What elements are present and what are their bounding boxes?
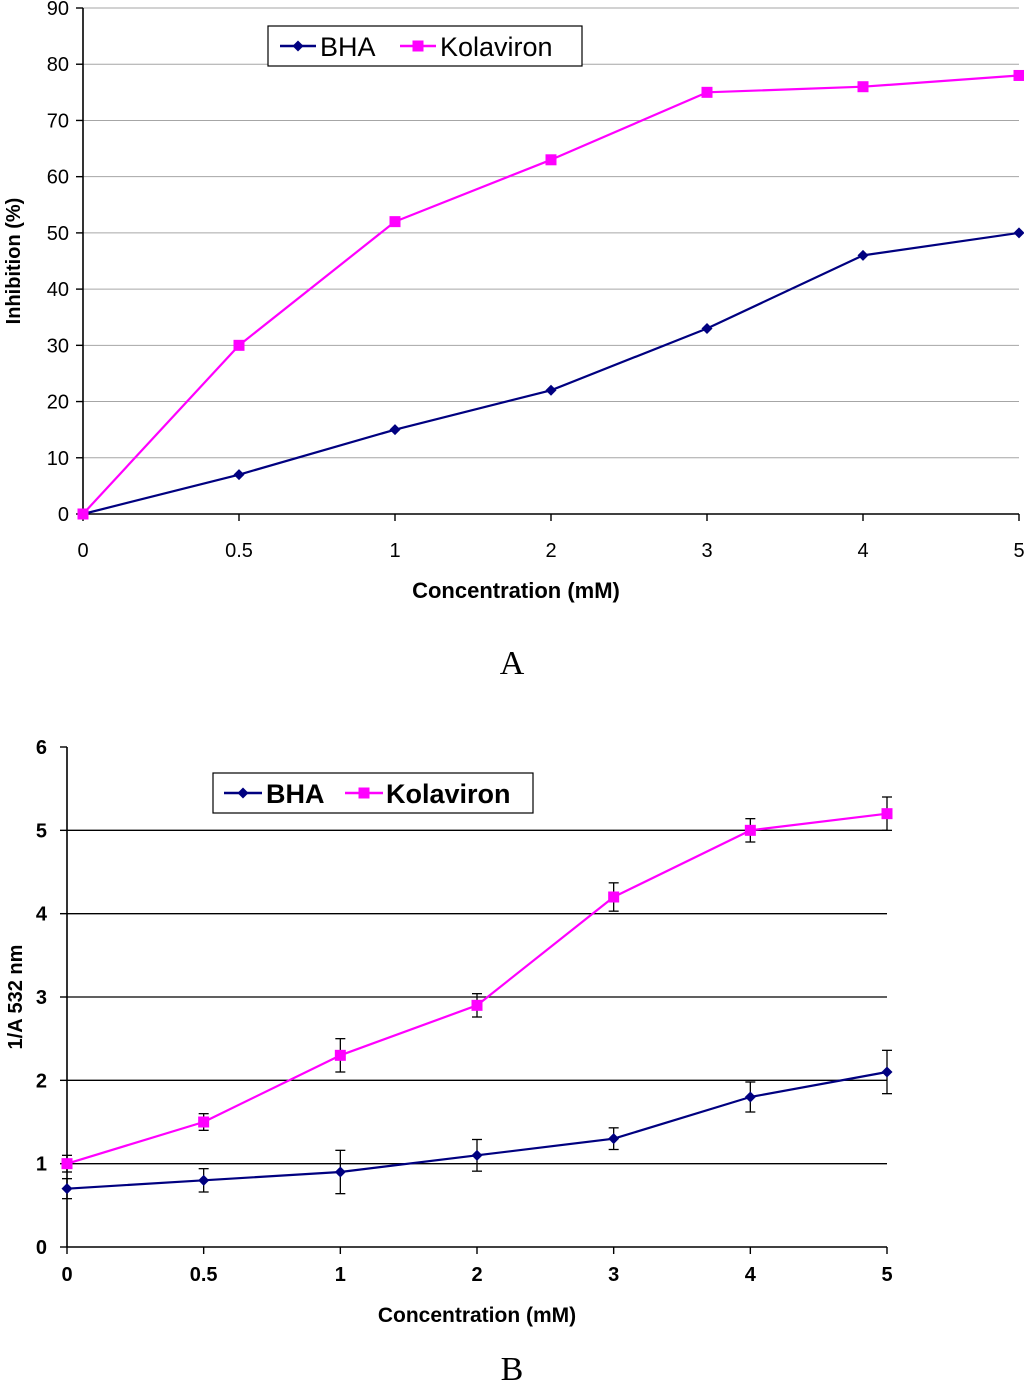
data-point-bha — [881, 1066, 893, 1078]
x-tick-label: 0 — [77, 540, 88, 562]
y-tick-label: 4 — [36, 904, 48, 926]
data-point-kolaviron — [389, 216, 401, 228]
data-point-bha — [471, 1149, 483, 1161]
data-point-kolaviron — [608, 891, 620, 903]
y-tick-label: 50 — [47, 223, 69, 245]
y-tick-label: 1 — [36, 1154, 47, 1176]
y-tick-label: 0 — [36, 1237, 47, 1259]
data-point-kolaviron — [334, 1049, 346, 1061]
y-axis-title: 1/A 532 nm — [5, 945, 27, 1050]
data-point-bha — [334, 1166, 346, 1178]
x-tick-label: 3 — [701, 540, 712, 562]
panel-label: B — [501, 1351, 524, 1383]
x-tick-label: 2 — [545, 540, 556, 562]
y-tick-label: 5 — [36, 820, 47, 842]
chart-b: 0 1 2 3 4 5 6 0 0.5 1 2 3 4 5 Concentration (mM) 1/A 53… — [5, 737, 893, 1383]
data-point-kolaviron — [857, 81, 869, 93]
y-tick-label: 3 — [36, 987, 47, 1009]
y-tick-label: 30 — [47, 335, 69, 357]
y-tick-label: 2 — [36, 1070, 47, 1092]
data-point-kolaviron — [744, 824, 756, 836]
x-tick-label: 0.5 — [225, 540, 253, 562]
data-point-bha — [608, 1133, 620, 1145]
legend-box — [267, 25, 583, 67]
y-tick-label: 6 — [36, 737, 47, 759]
x-tick-label: 3 — [608, 1264, 619, 1286]
data-point-kolaviron — [1013, 69, 1024, 81]
legend-label-kolaviron: Kolaviron — [386, 779, 511, 809]
data-point-bha — [198, 1174, 210, 1186]
legend-marker-kolaviron — [358, 787, 370, 799]
chart-a: 0 10 20 30 40 50 60 70 80 90 0 0.5 1 2 3 4 5 Concentratio… — [3, 0, 1024, 682]
x-tick-label: 2 — [471, 1264, 482, 1286]
legend-marker-kolaviron — [412, 40, 424, 52]
y-tick-label: 10 — [47, 448, 69, 470]
data-point-kolaviron — [61, 1158, 73, 1170]
y-tick-label: 80 — [47, 54, 69, 76]
data-point-bha — [857, 249, 869, 261]
x-tick-label: 5 — [881, 1264, 892, 1286]
legend-label-bha: BHA — [266, 779, 325, 809]
x-tick-label: 0.5 — [190, 1264, 218, 1286]
x-tick-label: 5 — [1013, 540, 1024, 562]
y-tick-label: 70 — [47, 110, 69, 132]
data-point-bha — [233, 469, 245, 481]
legend-label-bha: BHA — [320, 32, 376, 62]
x-axis-title: Concentration (mM) — [378, 1304, 576, 1327]
legend-label-kolaviron: Kolaviron — [440, 32, 553, 62]
plot-area — [83, 8, 1019, 514]
y-tick-label: 20 — [47, 392, 69, 414]
data-point-kolaviron — [545, 154, 557, 166]
y-tick-label: 60 — [47, 167, 69, 189]
x-tick-label: 4 — [745, 1264, 757, 1286]
data-point-bha — [61, 1183, 73, 1195]
data-point-kolaviron — [198, 1116, 210, 1128]
x-axis-title: Concentration (mM) — [412, 578, 620, 603]
x-tick-label: 1 — [335, 1264, 346, 1286]
legend-marker-bha — [292, 40, 304, 52]
data-point-kolaviron — [77, 508, 89, 520]
legend-marker-bha — [237, 787, 249, 799]
x-tick-label: 4 — [857, 540, 868, 562]
data-point-bha — [1013, 227, 1024, 239]
y-tick-label: 0 — [58, 504, 69, 526]
y-tick-label: 90 — [47, 0, 69, 20]
data-point-bha — [701, 322, 713, 334]
data-point-bha — [389, 424, 401, 436]
data-point-kolaviron — [881, 808, 893, 820]
x-tick-label: 1 — [389, 540, 400, 562]
y-tick-label: 40 — [47, 279, 69, 301]
data-point-bha — [744, 1091, 756, 1103]
x-tick-label: 0 — [61, 1264, 72, 1286]
data-point-kolaviron — [701, 86, 713, 98]
data-point-kolaviron — [471, 999, 483, 1011]
data-point-kolaviron — [233, 339, 245, 351]
panel-label: A — [500, 645, 525, 682]
y-axis-title: Inhibition (%) — [3, 198, 25, 325]
data-point-bha — [545, 384, 557, 396]
